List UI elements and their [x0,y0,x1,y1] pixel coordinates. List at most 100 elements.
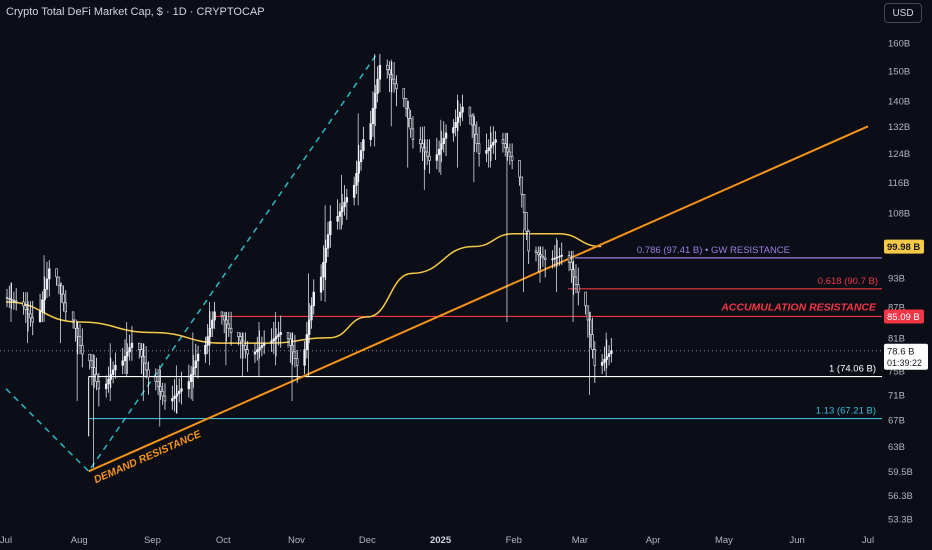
time-tick-label: Jul [862,535,874,546]
candle-body [593,349,597,366]
price-tick-label: 71B [888,390,905,401]
time-tick-label: Feb [506,535,522,546]
candle-body [246,349,249,355]
candle-body [154,376,157,382]
candle-body [544,257,547,261]
candle-body [171,398,174,402]
candle-body [229,327,233,333]
candle-body [525,212,528,232]
time-tick-label: Aug [71,535,88,546]
candle-body [518,160,521,178]
candle-body [223,315,226,321]
candle-body [459,111,462,118]
price-tick-label: 87B [888,302,905,313]
price-tick-label: 67B [888,415,905,426]
candle-body [322,262,325,278]
candle-body [196,353,200,362]
candle-body [256,349,259,353]
candle-body [270,340,273,344]
price-axis: 160B 150B 140B 132B 124B 116B 108B 93B 87B 81B 75B… [884,39,928,526]
time-tick-label: Jul [0,535,12,546]
price-tick-label: 124B [888,149,910,160]
candle-body [343,201,346,208]
candle-body [362,139,365,151]
candle-body [286,332,290,340]
candle-body [437,148,441,156]
price-tick-label: 116B [888,178,909,189]
candle-body [45,278,49,290]
time-tick-label: May [715,535,733,546]
candle-body [603,359,606,363]
candle-body [55,268,58,278]
last-price-text: 78.6 B [887,346,914,357]
candle-body [57,276,61,286]
candle-body [610,350,613,354]
price-tick-label: 108B [888,209,910,220]
time-axis: Jul Aug Sep Oct Nov Dec 2025 Feb Mar Apr May Jun Jul [0,535,874,546]
candle-body [584,291,587,307]
candle-body [293,351,297,359]
price-tick-label: 140B [888,96,910,107]
accumulation-price-tag [884,309,924,324]
level-label-3: 1 (74.06 B) [829,364,876,375]
candle-body [600,362,604,366]
candle-body [140,349,143,357]
candle-body [395,83,398,89]
candle-body [388,69,391,75]
candle-body [378,64,382,80]
candle-body [425,151,429,157]
price-tick-label: 63B [888,442,905,453]
candle-body [78,336,82,346]
candle-body [38,310,42,323]
candle-body [558,255,561,258]
level-label-0: 0.786 (97.41 B) • GW RESISTANCE [637,245,790,256]
price-tick-label: 160B [888,39,910,50]
candle-body [577,284,580,293]
candle-body [279,332,282,335]
candle-body [551,258,554,261]
candle-body [29,313,32,319]
candle-body [220,311,224,317]
candle-body [329,220,332,235]
candle-body [81,345,84,355]
candle-body [537,252,540,255]
candle-body [123,356,127,362]
candle-body [244,345,247,350]
candle-body [553,257,557,260]
trendline-label: DEMAND RESISTANCE [92,428,204,486]
candle-body [130,342,134,348]
candle-body [319,276,323,293]
time-tick-label: 2025 [430,535,452,546]
candle-body [494,139,497,143]
candle-body [359,150,363,163]
candle-body [272,338,276,342]
time-tick-label: Apr [646,535,661,546]
candle-body [138,342,141,350]
countdown-text: 01:39:22 [887,358,922,368]
candle-body [180,388,183,392]
candle-body [338,211,342,217]
candle-body [310,305,313,321]
candle-body [345,197,349,203]
candle-body [296,358,299,366]
moving-average-line [5,232,602,344]
candle-body [574,276,578,285]
candle-body [520,176,523,195]
price-tick-label: 150B [888,66,910,77]
candle-body [178,390,181,394]
currency-button[interactable]: USD [884,3,922,23]
candle-body [104,383,108,390]
last-price-tag [884,343,928,370]
candle-body [501,139,505,145]
time-tick-label: Nov [288,535,305,546]
candle-body [213,311,216,321]
candle-body [504,143,507,149]
candle-body [173,395,176,399]
accumulation-price-tag-text: 85.09 B [887,312,920,323]
candle-body [12,299,16,302]
candle-body [492,142,495,146]
candle-body [161,390,164,397]
price-tick-label: 81B [888,333,905,344]
candle-body [107,378,110,385]
